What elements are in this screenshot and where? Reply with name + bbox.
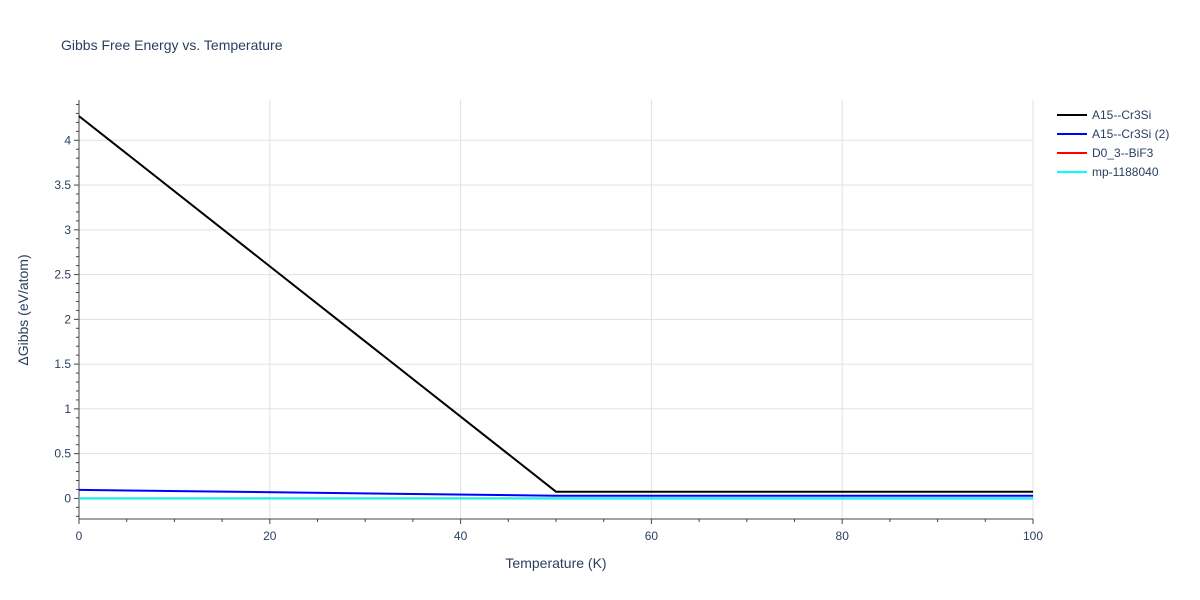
x-tick-label: 60 [645, 529, 659, 543]
axes [74, 100, 1034, 524]
legend-label: A15--Cr3Si [1092, 108, 1151, 122]
legend-label: A15--Cr3Si (2) [1092, 127, 1169, 141]
y-tick-label: 0 [64, 491, 71, 505]
y-tick-label: 3.5 [54, 178, 71, 192]
legend[interactable]: A15--Cr3Si A15--Cr3Si (2) D0_3--BiF3 mp-118… [1057, 108, 1169, 179]
y-tick-label: 4 [64, 133, 71, 147]
x-tick-label: 0 [76, 529, 83, 543]
y-axis-label: ΔGibbs (eV/atom) [15, 254, 31, 365]
x-tick-label: 80 [836, 529, 850, 543]
grid [79, 100, 1034, 519]
y-tick-label: 1 [64, 402, 71, 416]
y-axis-ticks: 0 0.5 1 1.5 2 2.5 3 3.5 4 [54, 133, 71, 505]
legend-item[interactable]: mp-1188040 [1057, 165, 1159, 179]
series-line-a15-cr3si [78, 115, 1033, 493]
x-axis-ticks: 0 20 40 60 80 100 [76, 529, 1044, 543]
chart-title: Gibbs Free Energy vs. Temperature [61, 37, 283, 53]
legend-label: D0_3--BiF3 [1092, 146, 1154, 160]
legend-label: mp-1188040 [1092, 165, 1159, 179]
x-tick-label: 40 [454, 529, 468, 543]
y-tick-label: 2 [64, 312, 71, 326]
y-tick-label: 2.5 [54, 268, 71, 282]
y-tick-label: 1.5 [54, 357, 71, 371]
x-tick-label: 20 [263, 529, 277, 543]
x-tick-label: 100 [1023, 529, 1043, 543]
legend-item[interactable]: D0_3--BiF3 [1057, 146, 1154, 160]
legend-item[interactable]: A15--Cr3Si (2) [1057, 127, 1169, 141]
y-tick-label: 0.5 [54, 447, 71, 461]
series-line-a15-cr3si-2 [78, 488, 1033, 497]
x-axis-label: Temperature (K) [505, 555, 606, 571]
legend-item[interactable]: A15--Cr3Si [1057, 108, 1151, 122]
y-tick-label: 3 [64, 223, 71, 237]
series-group [78, 115, 1033, 500]
